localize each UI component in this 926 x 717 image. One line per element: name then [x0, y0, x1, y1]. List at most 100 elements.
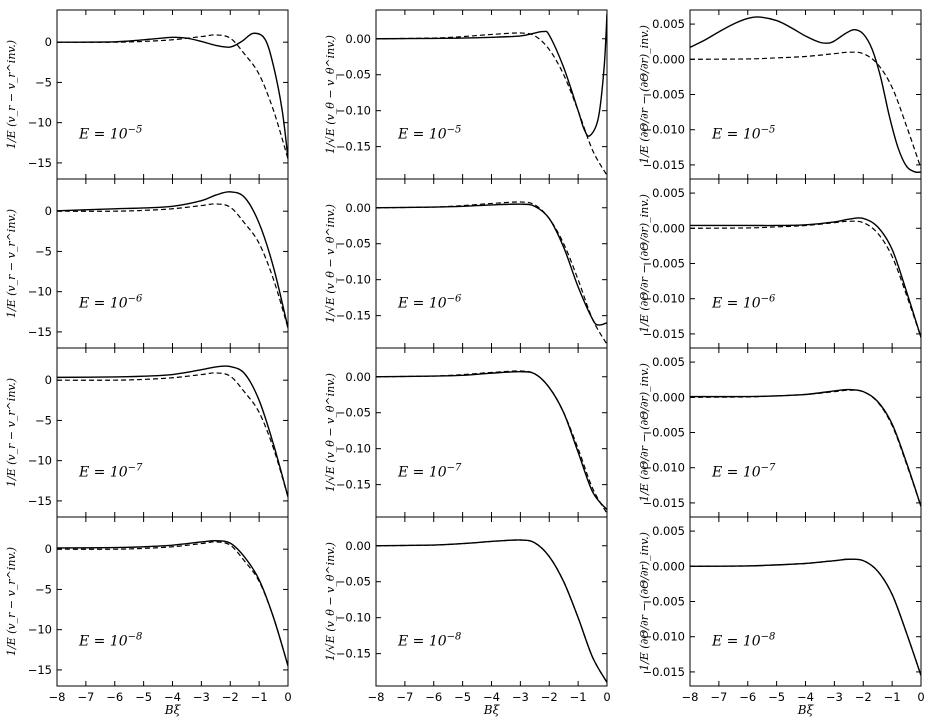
y-tick-label: −0.15: [336, 140, 371, 154]
subplot-r2-c2: 0.00 −0.05 −0.10 −0.15 E = 10−6 1/√E (v_θ − v…: [324, 178, 608, 349]
axes-frame: [56, 516, 289, 687]
y-tick-label: 0.000: [652, 221, 685, 235]
x-tick-label: −3: [193, 690, 210, 704]
x-tick-label: −5: [454, 690, 471, 704]
y-tick-label: −0.10: [336, 611, 371, 625]
x-tick-label: 0: [603, 690, 610, 704]
y-tick-label: −10: [28, 623, 52, 637]
y-axis-label: 1/E (∂Θ/∂r − (∂Θ/∂r)_inv.): [638, 194, 651, 333]
x-axis-label: Bξ: [164, 703, 182, 717]
subplot-r2-c1: 0 −5 −10 −15 E = 10−6 1/E (v_r − v_r^inv.): [5, 178, 289, 349]
row-annotation: E = 10−5: [711, 124, 775, 142]
y-tick-label: 0.00: [345, 32, 371, 46]
subplot-r3-c1: 0 −5 −10 −15 E = 10−7 1/E (v_r − v_r^inv.): [5, 347, 289, 518]
dashed-series-line: [376, 32, 607, 176]
row-annotation: E = 10−8: [397, 631, 461, 649]
row-annotation: E = 10−8: [711, 631, 775, 649]
x-tick-label: −6: [739, 690, 756, 704]
subplot-r4-c2: 0.00 −0.05 −0.10 −0.15 −8 −7 −6 −5 −4 −3 −2 −1 0 E = …: [324, 516, 611, 704]
dashed-series-line: [690, 558, 921, 676]
dashed-series-line: [690, 51, 921, 169]
y-axis-label: 1/E (v_r − v_r^inv.): [5, 40, 18, 149]
solid-series-line: [57, 365, 288, 498]
y-tick-label: −0.05: [336, 575, 371, 589]
y-tick-label: −0.015: [642, 158, 685, 172]
row-annotation: E = 10−5: [78, 124, 142, 142]
y-tick-label: −0.15: [336, 309, 371, 323]
x-tick-label: 0: [284, 690, 291, 704]
column-2: 0.00 −0.05 −0.10 −0.15 E = 10−5 1/√E (v_θ − v…: [324, 9, 611, 717]
row-annotation: E = 10−6: [397, 293, 462, 311]
y-tick-label: −0.010: [642, 461, 685, 475]
subplot-r1-c3: 0.005 0.000 −0.005 −0.010 −0.015 E = 10−5 1/E …: [638, 9, 922, 180]
x-tick-label: −8: [49, 690, 66, 704]
subplot-r3-c2: 0.00 −0.05 −0.10 −0.15 E = 10−7 1/√E (v_θ − v…: [324, 347, 608, 518]
subplot-r2-c3: 0.005 0.000 −0.005 −0.010 −0.015 E = 10−6 1/E …: [638, 178, 922, 349]
dashed-series-line: [376, 370, 607, 514]
column-3: 0.005 0.000 −0.005 −0.010 −0.015 E = 10−5 1/E …: [638, 9, 925, 717]
solid-series-line: [57, 32, 288, 159]
row-annotation: E = 10−6: [78, 293, 143, 311]
y-tick-label: −5: [35, 244, 52, 258]
column-1: 0−5−10−15E = 10−51/E (v_r − v_r^inv.)0−5…: [5, 9, 292, 717]
y-tick-label: 0: [45, 35, 52, 49]
x-tick-label: −4: [164, 690, 181, 704]
x-tick-label: −7: [396, 690, 413, 704]
y-tick-label: 0: [45, 373, 52, 387]
solid-series-line: [690, 16, 921, 174]
y-axis-label: 1/√E (v_θ − v_θ^inv.): [324, 373, 337, 492]
y-tick-label: 0.005: [652, 355, 685, 369]
subplot-r3-c3: 0.005 0.000 −0.005 −0.010 −0.015 E = 10−7 1/E …: [638, 347, 922, 518]
row-annotation: E = 10−5: [397, 124, 461, 142]
x-tick-label: −1: [251, 690, 268, 704]
x-tick-label: −5: [135, 690, 152, 704]
y-tick-label: −0.010: [642, 630, 685, 644]
y-tick-label: −0.10: [336, 104, 371, 118]
y-axis-label: 1/E (∂Θ/∂r − (∂Θ/∂r)_inv.): [638, 25, 651, 164]
y-tick-label: −0.05: [336, 406, 371, 420]
y-tick-label: −15: [28, 494, 52, 508]
dashed-series-line: [376, 539, 607, 683]
axes-frame: [689, 516, 922, 687]
axes-frame: [56, 347, 289, 518]
solid-series-line: [57, 191, 288, 329]
y-tick-label: 0.00: [345, 370, 371, 384]
x-tick-label: −7: [77, 690, 94, 704]
x-axis-label: Bξ: [483, 703, 501, 717]
y-axis-label: 1/E (∂Θ/∂r − (∂Θ/∂r)_inv.): [638, 532, 651, 671]
y-tick-label: −0.05: [336, 68, 371, 82]
y-tick-label: −5: [35, 75, 52, 89]
y-tick-label: 0.000: [652, 559, 685, 573]
row-annotation: E = 10−7: [397, 462, 462, 480]
y-tick-label: −15: [28, 663, 52, 677]
y-tick-label: −5: [35, 582, 52, 596]
dashed-series-line: [690, 389, 921, 507]
solid-series-line: [376, 539, 607, 683]
x-tick-label: −2: [222, 690, 239, 704]
subplot-r1-c1: 0 −5 −10 −15 E = 10−5 1/E (v_r − v_r^inv.): [5, 9, 289, 180]
x-tick-label: −3: [512, 690, 529, 704]
row-annotation: E = 10−6: [711, 293, 776, 311]
row-annotation: E = 10−7: [78, 462, 143, 480]
y-tick-label: −0.10: [336, 273, 371, 287]
subplot-r1-c2: 0.00 −0.05 −0.10 −0.15 E = 10−5 1/√E (v_θ − v…: [324, 9, 608, 180]
y-axis-label: 1/√E (v_θ − v_θ^inv.): [324, 204, 337, 323]
x-tick-label: −8: [682, 690, 699, 704]
y-axis-label: 1/E (v_r − v_r^inv.): [5, 378, 18, 487]
y-tick-label: −0.005: [642, 426, 685, 440]
x-tick-label: −2: [855, 690, 872, 704]
solid-series-line: [690, 388, 921, 507]
y-tick-label: −10: [28, 285, 52, 299]
y-tick-label: −10: [28, 116, 52, 130]
row-annotation: E = 10−8: [78, 631, 142, 649]
y-axis-label: 1/E (v_r − v_r^inv.): [5, 547, 18, 656]
x-tick-label: 0: [917, 690, 924, 704]
y-tick-label: −15: [28, 156, 52, 170]
y-tick-label: 0.005: [652, 524, 685, 538]
x-tick-label: −1: [570, 690, 587, 704]
x-tick-label: −8: [368, 690, 385, 704]
x-tick-label: −4: [483, 690, 500, 704]
y-tick-label: −0.005: [642, 257, 685, 271]
x-tick-label: −4: [797, 690, 814, 704]
